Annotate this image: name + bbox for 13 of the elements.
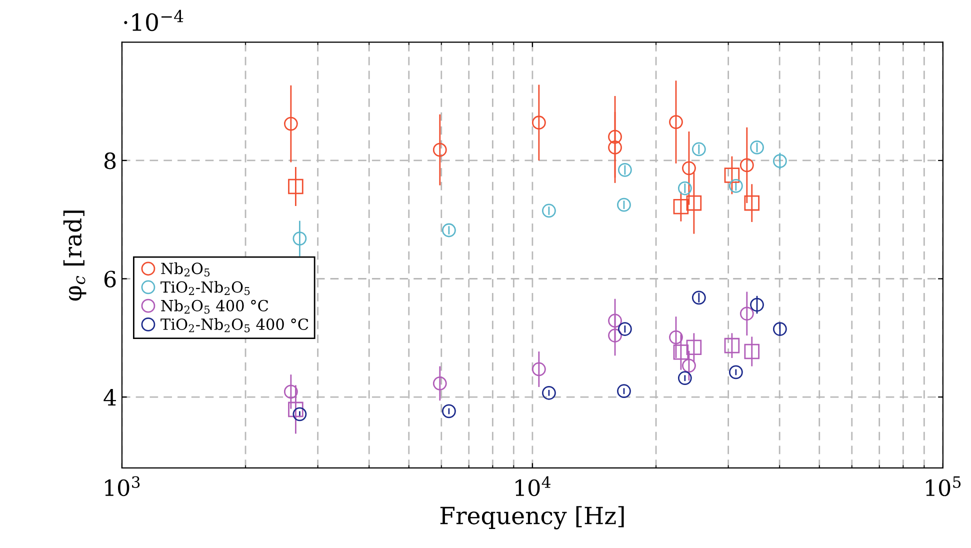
x-tick-label: 10$^{5}$ [926, 476, 961, 496]
y-tick-label: 4 [104, 388, 116, 406]
x-tick-label: 10$^{3}$ [105, 476, 140, 496]
legend-label: Nb$_{2}$O$_{5}$ 400 °C [161, 300, 268, 314]
y-axis-title: φ$_{c}$ [rad] [63, 210, 86, 301]
text: ·10$^{−4}$ [124, 10, 184, 32]
legend-label: TiO$_{2}$-Nb$_{2}$O$_{5}$ [160, 280, 250, 296]
y-tick-label: 6 [104, 270, 116, 288]
y-tick-label: 8 [104, 152, 116, 170]
legend-label: Nb$_{2}$O$_{5}$ [161, 262, 210, 277]
x-tick-label: 10$^{4}$ [516, 476, 550, 496]
x-axis-title: Frequency [Hz] [440, 506, 624, 530]
legend-label: TiO$_{2}$-Nb$_{2}$O$_{5}$ 400 °C [160, 318, 308, 332]
